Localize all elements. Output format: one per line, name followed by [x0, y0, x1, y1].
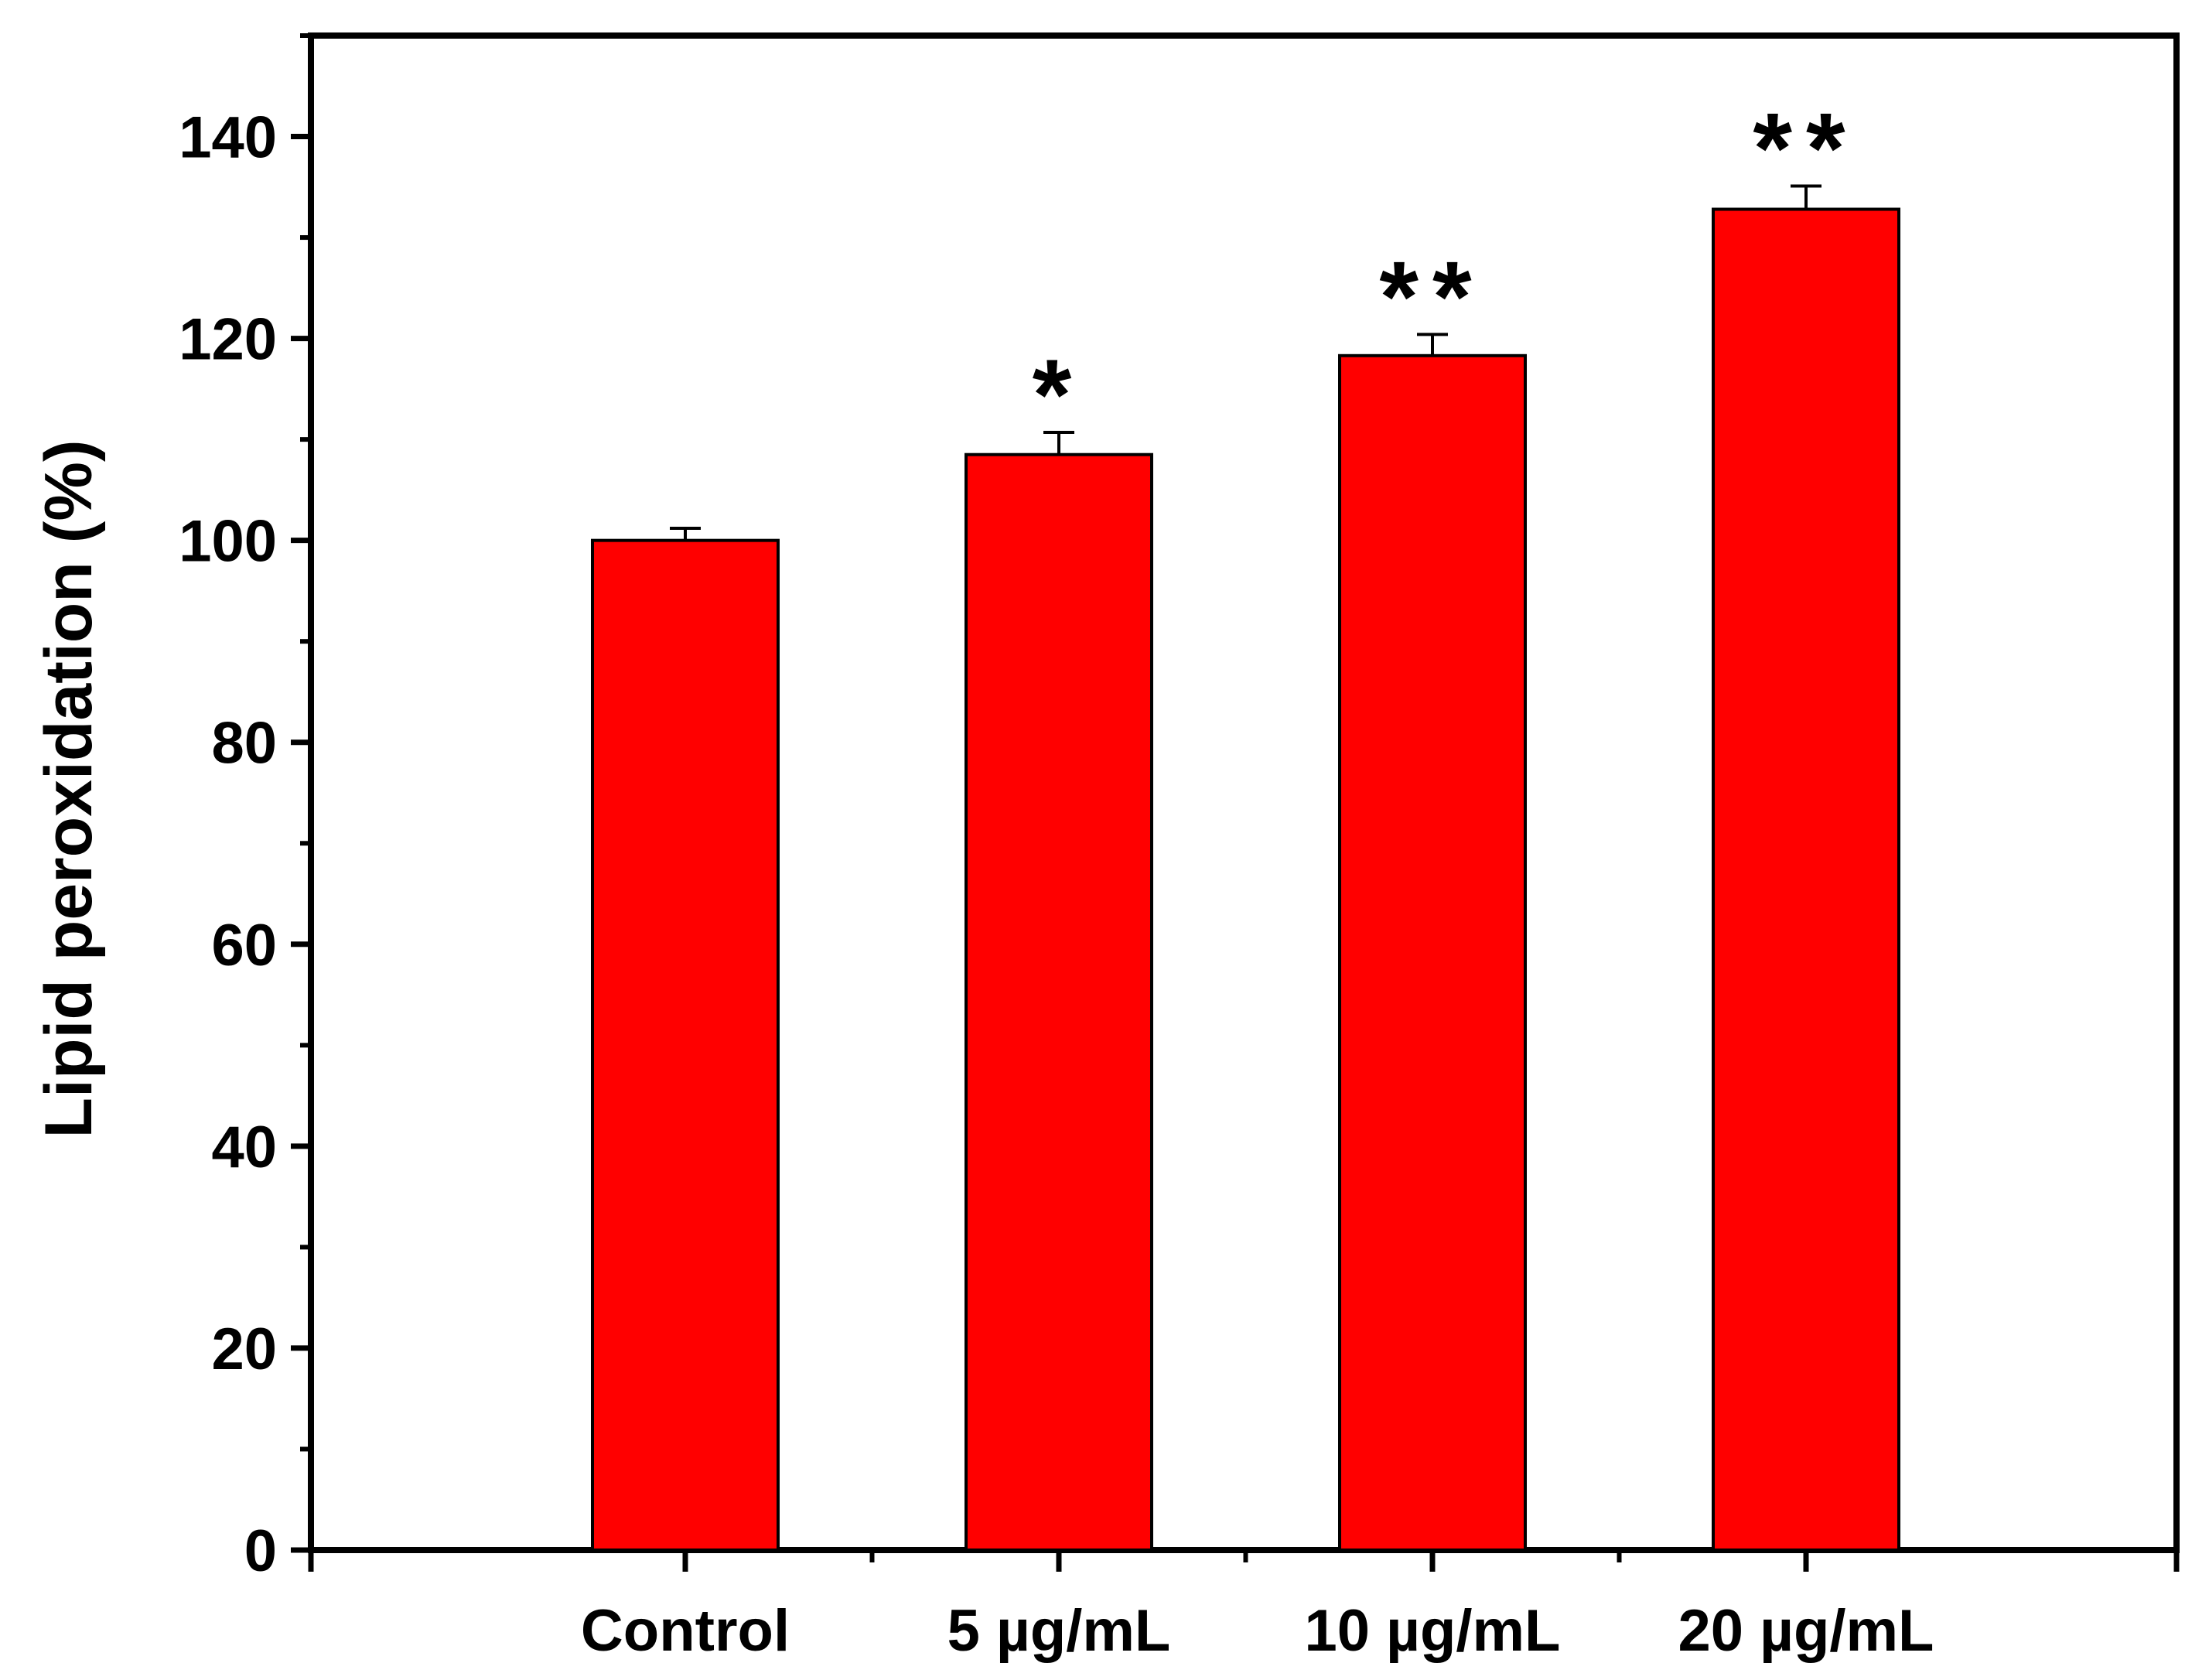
x-tick-label: 5 µg/mL [947, 1598, 1171, 1664]
bar [591, 538, 780, 1552]
bar [1338, 353, 1527, 1552]
significance-marker: ** [1753, 91, 1859, 204]
x-tick-label: 10 µg/mL [1305, 1598, 1561, 1664]
x-axis-ticks: Control 5 µg/mL 10 µg/mL 20 µg/mL [308, 1550, 2180, 1664]
y-axis-ticks: 0 20 40 60 80 100 120 140 [179, 33, 311, 1584]
significance-marker: ** [1379, 240, 1485, 353]
y-tick-label: 140 [179, 105, 277, 171]
y-tick-label: 40 [211, 1115, 277, 1180]
y-tick-label: 120 [179, 307, 277, 373]
y-tick-label: 0 [244, 1518, 277, 1584]
y-tick-label: 60 [211, 913, 277, 978]
x-tick-label: 20 µg/mL [1678, 1598, 1934, 1664]
x-tick-label: Control [581, 1598, 790, 1664]
y-axis-label: Lipid peroxidation (%) [32, 440, 106, 1139]
y-tick-label: 80 [211, 711, 277, 777]
significance-marker: * [1033, 338, 1086, 451]
y-tick-label: 20 [211, 1316, 277, 1382]
y-tick-label: 100 [179, 509, 277, 575]
bars-group: ***** [591, 91, 1900, 1552]
bar [965, 452, 1153, 1552]
bar [1712, 207, 1900, 1552]
